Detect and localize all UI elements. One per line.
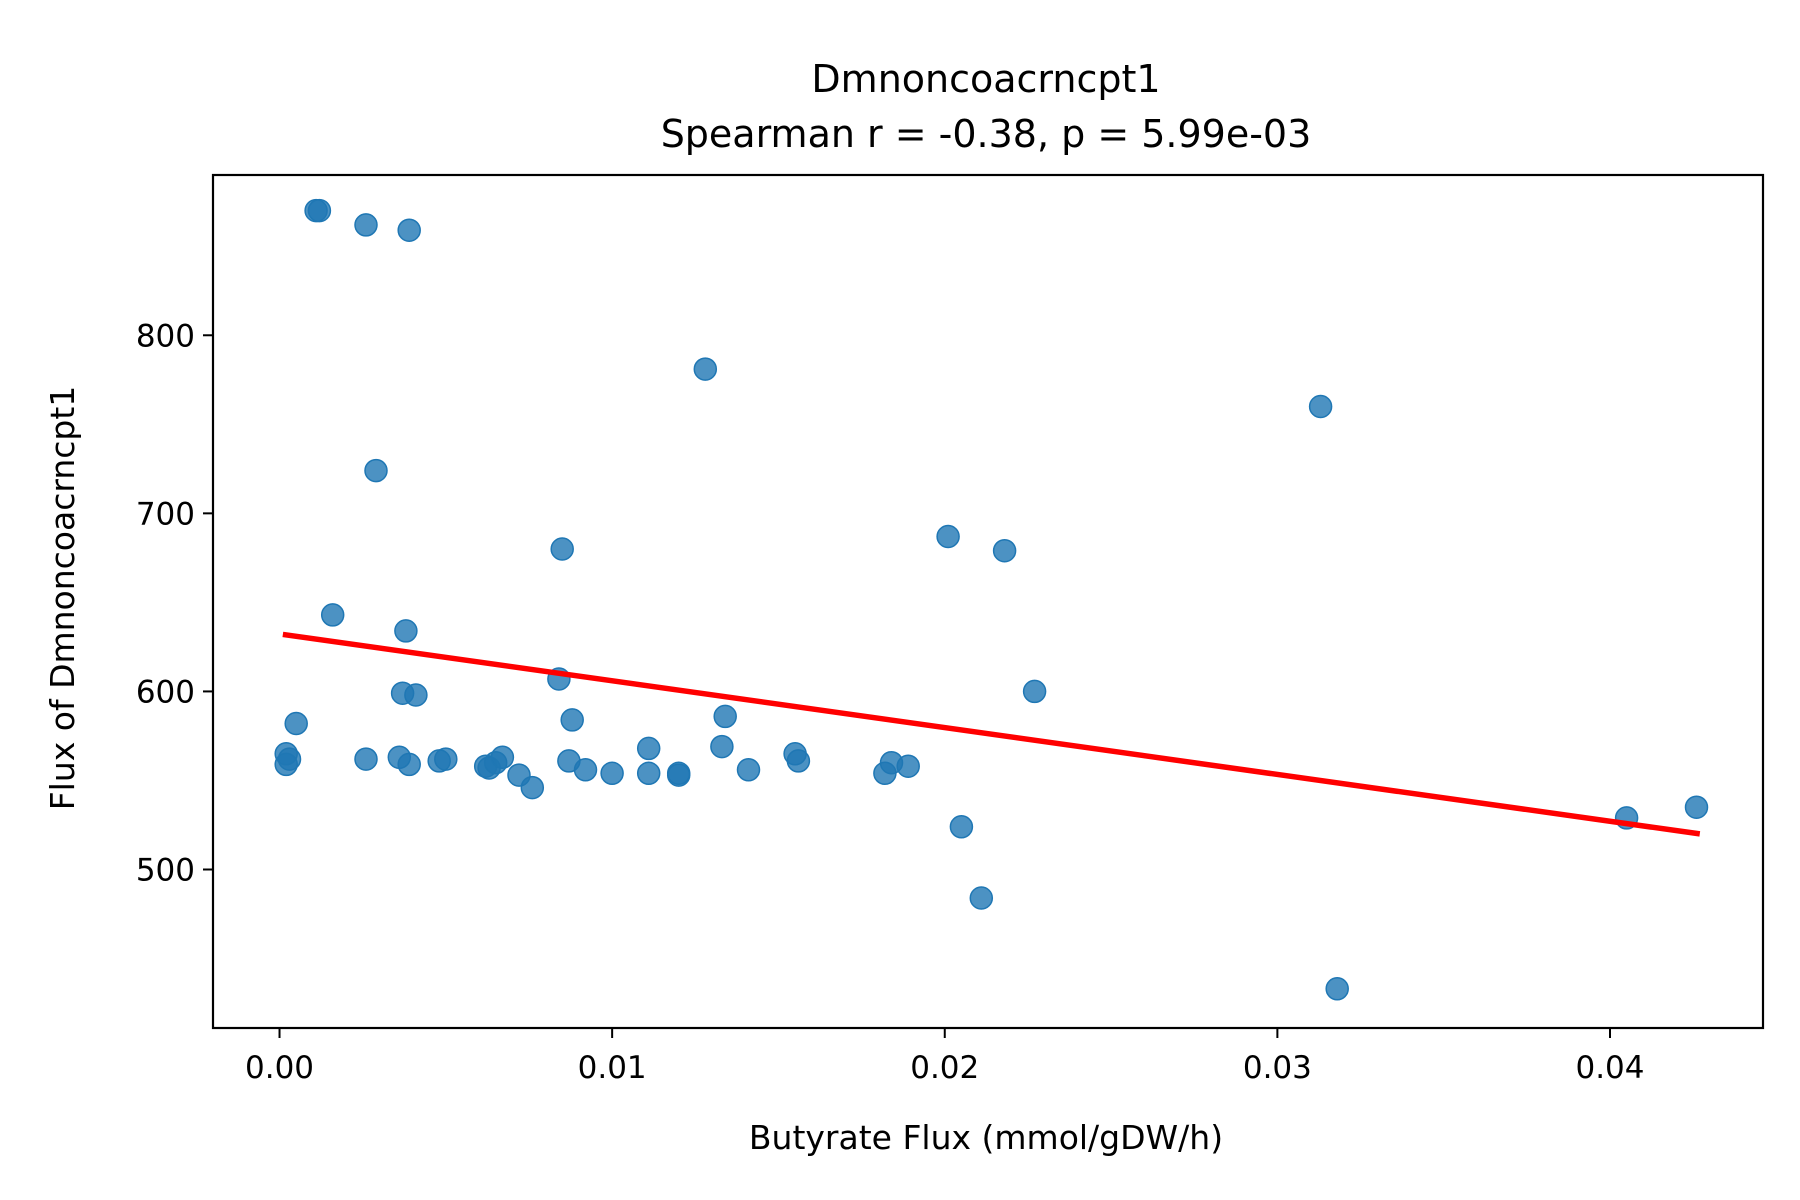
x-tick-label-1: 0.01	[578, 1050, 647, 1086]
data-point-37	[636, 761, 661, 786]
plot-frame	[211, 173, 1765, 1030]
axis-ticks: 0.00 0.01 0.02 0.03 0.04 500 600 700 800	[136, 173, 1765, 1086]
y-tick-label-3: 800	[136, 318, 195, 354]
data-point-5	[1308, 394, 1333, 419]
data-point-49	[1325, 977, 1349, 1001]
data-point-11	[394, 619, 418, 643]
data-point-35	[600, 761, 624, 786]
data-point-48	[969, 886, 994, 910]
data-point-47	[949, 815, 974, 839]
x-tick-label-0: 0.00	[245, 1050, 314, 1086]
chart-title: Dmnoncoacrncpt1	[811, 57, 1160, 101]
data-point-9	[992, 538, 1017, 563]
data-point-41	[736, 758, 761, 782]
data-point-3	[397, 218, 421, 242]
data-point-21	[274, 752, 298, 777]
data-point-10	[320, 603, 345, 627]
data-point-40	[710, 734, 734, 759]
data-point-17	[560, 708, 584, 732]
data-point-46	[896, 754, 920, 778]
data-point-1	[307, 198, 332, 223]
data-point-22	[354, 747, 378, 771]
data-point-32	[520, 775, 545, 800]
x-axis-label: Butyrate Flux (mmol/gDW/h)	[749, 1118, 1223, 1157]
y-axis-label: Flux of Dmnoncoacrncpt1	[43, 386, 82, 811]
y-tick-label-2: 700	[136, 496, 195, 532]
data-point-14	[404, 683, 428, 707]
data-point-16	[284, 711, 308, 736]
data-point-15	[1022, 679, 1047, 704]
data-point-18	[713, 704, 737, 729]
data-point-39	[666, 763, 691, 787]
data-point-26	[434, 747, 458, 771]
data-point-30	[490, 745, 515, 770]
data-point-8	[936, 524, 960, 549]
data-point-6	[364, 458, 388, 483]
data-point-36	[636, 736, 661, 761]
data-point-24	[397, 752, 421, 777]
chart-subtitle: Spearman r = -0.38, p = 5.99e-03	[661, 112, 1312, 156]
data-point-51	[1684, 795, 1709, 819]
data-point-2	[354, 213, 378, 237]
y-tick-label-0: 500	[136, 853, 195, 889]
data-point-34	[573, 758, 598, 782]
data-point-4	[693, 357, 718, 381]
regression-line	[282, 631, 1701, 837]
y-tick-label-1: 600	[136, 674, 195, 710]
plot-area	[274, 198, 1709, 1001]
x-tick-label-4: 0.04	[1575, 1050, 1644, 1086]
data-point-7	[550, 537, 574, 561]
x-tick-label-2: 0.02	[910, 1050, 979, 1086]
x-tick-label-3: 0.03	[1243, 1050, 1312, 1086]
data-point-43	[786, 749, 811, 773]
